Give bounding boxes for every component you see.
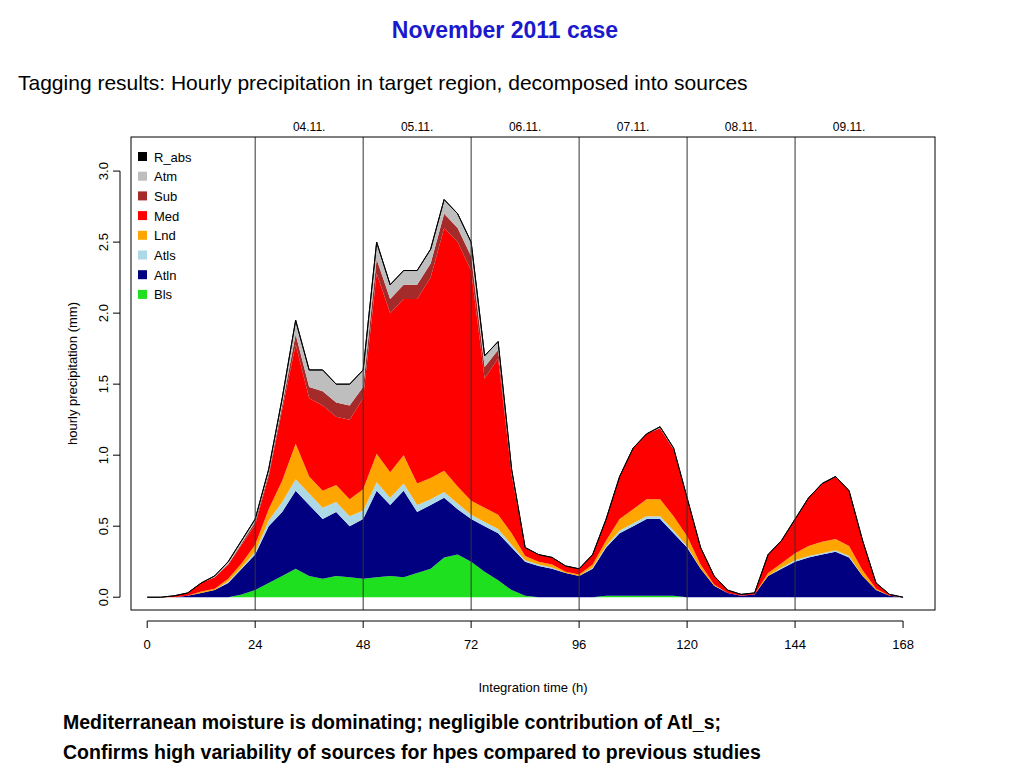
title: November 2011 case: [392, 17, 618, 43]
day-label: 04.11.: [293, 120, 325, 134]
grid-line: [255, 137, 256, 610]
day-label: 06.11.: [509, 120, 541, 134]
legend-swatch: [138, 172, 147, 181]
y-tick-label: 0.0: [96, 588, 111, 606]
grid-line: [471, 137, 472, 610]
y-tick: [113, 171, 120, 172]
y-tick: [113, 526, 120, 527]
day-label: 07.11.: [617, 120, 649, 134]
x-tick-label: 0: [144, 637, 151, 652]
legend-swatch: [138, 211, 147, 220]
day-label: 05.11.: [401, 120, 433, 134]
area-sub: [147, 214, 903, 598]
y-tick: [113, 242, 120, 243]
note: Confirms high variability of sources for…: [63, 741, 761, 763]
day-label: 09.11.: [833, 120, 865, 134]
legend-label: Atls: [154, 248, 176, 263]
y-tick: [113, 597, 120, 598]
x-tick: [471, 621, 472, 628]
y-tick: [113, 313, 120, 314]
y-axis-label: hourly precipitation (mm): [65, 302, 80, 445]
x-tick: [687, 621, 688, 628]
legend-swatch: [138, 251, 147, 260]
background: [0, 0, 1023, 772]
x-tick-label: 168: [892, 637, 914, 652]
x-tick-label: 144: [784, 637, 806, 652]
legend-label: Lnd: [154, 228, 176, 243]
x-tick: [147, 621, 148, 628]
legend-swatch: [138, 191, 147, 200]
grid-line: [363, 137, 364, 610]
x-axis-label: Integration time (h): [478, 680, 587, 695]
day-label: 08.11.: [725, 120, 757, 134]
grid-line: [579, 137, 580, 610]
x-tick-label: 96: [572, 637, 586, 652]
subtitle: Tagging results: Hourly precipitation in…: [18, 71, 748, 94]
grid-line: [687, 137, 688, 610]
legend-swatch: [138, 270, 147, 279]
grid-line: [795, 137, 796, 610]
note: Mediterranean moisture is dominating; ne…: [63, 711, 721, 733]
x-tick-label: 120: [676, 637, 698, 652]
x-axis-line: [147, 621, 903, 622]
y-tick-label: 1.5: [96, 375, 111, 393]
area-med: [147, 228, 903, 597]
x-tick: [579, 621, 580, 628]
y-tick-label: 2.5: [96, 233, 111, 251]
legend-label: Atm: [154, 169, 177, 184]
y-tick-label: 0.5: [96, 517, 111, 535]
legend-label: R_abs: [154, 150, 192, 165]
legend-swatch: [138, 231, 147, 240]
x-tick: [363, 621, 364, 628]
areas: [147, 200, 903, 598]
y-tick: [113, 455, 120, 456]
y-tick: [113, 384, 120, 385]
y-tick-label: 3.0: [96, 162, 111, 180]
x-tick-label: 24: [248, 637, 262, 652]
legend-swatch: [138, 290, 147, 299]
area-r-abs: [147, 200, 903, 598]
x-tick-label: 48: [356, 637, 370, 652]
chart: November 2011 case Tagging results: Hourl…: [0, 0, 1023, 772]
x-tick-label: 72: [464, 637, 478, 652]
legend-label: Med: [154, 209, 179, 224]
y-tick-label: 2.0: [96, 304, 111, 322]
legend-label: Bls: [154, 287, 173, 302]
area-atm: [147, 200, 903, 598]
x-tick: [903, 621, 904, 628]
plot-frame: [131, 137, 935, 610]
legend-swatch: [138, 152, 147, 161]
x-tick: [255, 621, 256, 628]
legend-label: Sub: [154, 189, 177, 204]
y-tick-label: 1.0: [96, 446, 111, 464]
x-tick: [795, 621, 796, 628]
legend-label: Atln: [154, 268, 176, 283]
